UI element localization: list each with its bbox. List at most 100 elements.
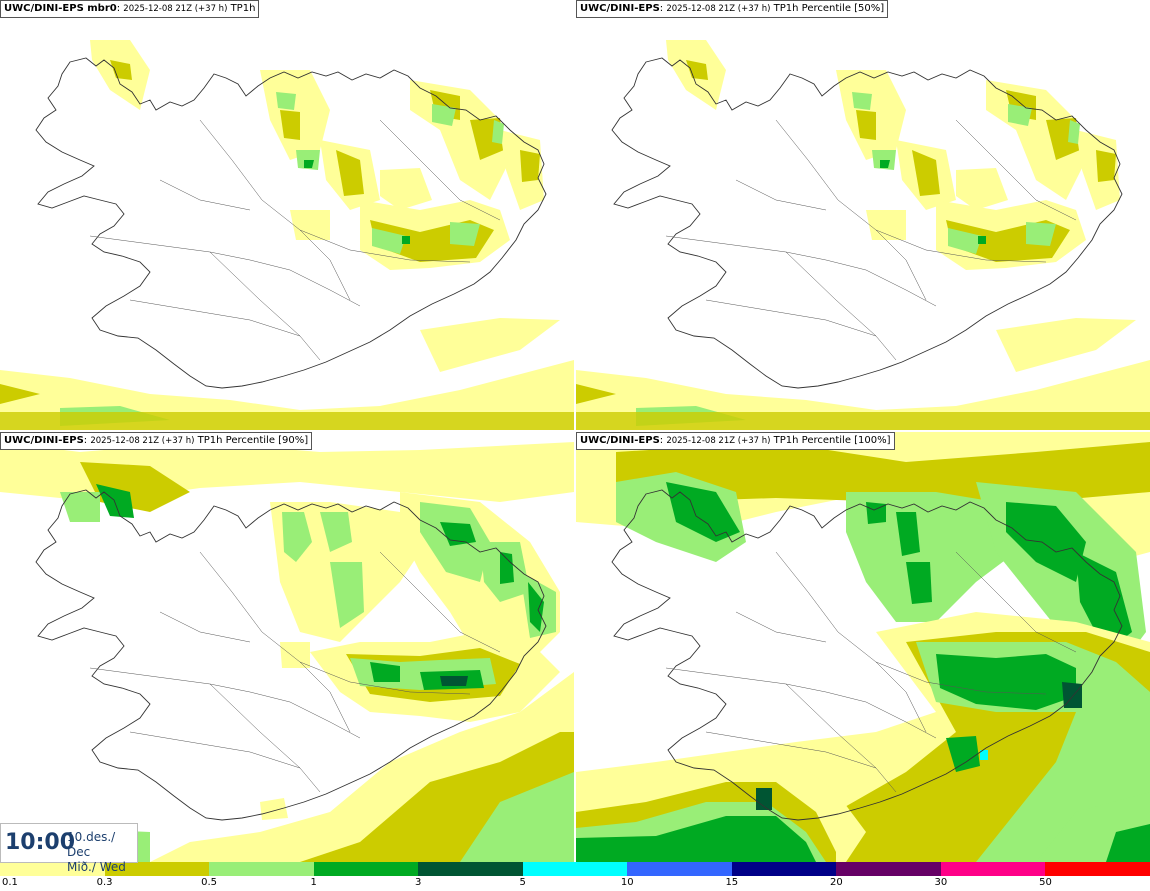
- model-name: UWC/DINI-EPS: [580, 3, 660, 14]
- precip-area: [372, 228, 406, 254]
- map-panel-p100: UWC/DINI-EPS: 2025-12-08 21Z (+37 h) TP1…: [576, 432, 1150, 862]
- precip-area: [936, 654, 1076, 710]
- coastline: [35, 489, 547, 821]
- precip-area: [996, 318, 1136, 372]
- colorbar-swatch: [209, 862, 314, 876]
- precip-area: [1062, 682, 1082, 708]
- valid-time: 10:00: [5, 830, 76, 855]
- coastline: [35, 57, 547, 389]
- precip-area: [896, 512, 920, 556]
- model-name: UWC/DINI-EPS: [4, 435, 84, 446]
- precip-area: [866, 210, 906, 240]
- precip-area: [500, 552, 514, 584]
- road-line: [209, 683, 321, 793]
- precip-area: [980, 750, 988, 760]
- run-time: 2025-12-08 21Z (+37 h): [123, 4, 228, 14]
- model-name: UWC/DINI-EPS: [580, 435, 660, 446]
- precip-colorbar: [0, 862, 1150, 876]
- road-line: [89, 667, 361, 739]
- map-panel-mbr0: UWC/DINI-EPS mbr0: 2025-12-08 21Z (+37 h…: [0, 0, 574, 430]
- precip-area: [1076, 552, 1132, 652]
- precip-area: [440, 522, 476, 546]
- field-name: TP1h: [230, 3, 256, 14]
- road-line: [159, 179, 251, 211]
- run-time: 2025-12-08 21Z (+37 h): [666, 4, 771, 14]
- member-name: mbr0: [83, 3, 117, 14]
- road-line: [379, 119, 501, 221]
- road-line: [735, 179, 827, 211]
- precip-area: [280, 642, 310, 668]
- precip-area: [852, 92, 872, 110]
- panel-title: UWC/DINI-EPS: 2025-12-08 21Z (+37 h) TP1…: [0, 432, 313, 450]
- valid-date-line2: Mið./ Wed: [67, 860, 126, 874]
- colorbar-swatch: [104, 862, 210, 876]
- precip-area: [756, 788, 772, 810]
- road-line: [875, 661, 927, 733]
- precip-area: [686, 60, 708, 80]
- coastline: [611, 489, 1123, 821]
- road-line: [159, 611, 251, 643]
- colorbar-tick-label: 0.1: [2, 877, 18, 888]
- road-line: [665, 235, 937, 307]
- colorbar-swatch: [836, 862, 941, 876]
- precip-area: [492, 120, 504, 144]
- precip-area: [948, 228, 982, 254]
- colorbar-tick-label: 10: [620, 877, 634, 888]
- precip-area: [978, 236, 986, 244]
- precip-area: [666, 482, 740, 542]
- precip-area: [330, 562, 364, 628]
- precip-area: [432, 104, 456, 126]
- colorbar-swatch: [0, 862, 105, 876]
- precip-area: [866, 502, 886, 524]
- precip-area: [956, 168, 1008, 210]
- colorbar-tick-label: 0.3: [96, 877, 113, 888]
- precip-area: [282, 512, 312, 562]
- valid-date-line1: 10.des./ Dec: [67, 830, 116, 859]
- precip-area: [96, 484, 134, 518]
- road-line: [129, 731, 301, 769]
- colorbar-swatch: [522, 862, 628, 876]
- precip-area: [880, 160, 890, 168]
- colorbar-tick-label: 3: [414, 877, 422, 888]
- road-line: [705, 299, 877, 337]
- precip-area: [856, 110, 876, 140]
- precip-area: [1026, 222, 1056, 246]
- road-line: [955, 119, 1077, 221]
- field-name: TP1h Percentile [100%]: [773, 435, 891, 446]
- precip-area: [0, 384, 40, 404]
- precip-area: [1006, 502, 1086, 582]
- colorbar-tick-label: 5: [519, 877, 526, 888]
- precip-area: [380, 168, 432, 210]
- colorbar-ticks: 0.1 0.3 0.5 1 3 5 10 15 20 30 50: [0, 877, 1150, 891]
- precip-area: [460, 772, 574, 862]
- run-time: 2025-12-08 21Z (+37 h): [90, 436, 195, 446]
- precip-area: [1096, 150, 1116, 182]
- precip-area: [320, 512, 352, 552]
- map-panel-p50: UWC/DINI-EPS: 2025-12-08 21Z (+37 h) TP1…: [576, 0, 1150, 430]
- precip-area: [576, 384, 616, 404]
- road-line: [299, 661, 351, 733]
- panel-title: UWC/DINI-EPS: 2025-12-08 21Z (+37 h) TP1…: [576, 432, 895, 450]
- precip-area: [370, 662, 400, 682]
- colorbar-swatch: [627, 862, 732, 876]
- precip-map: [576, 40, 1150, 430]
- precip-area: [280, 110, 300, 140]
- colorbar-swatch: [940, 862, 1046, 876]
- colorbar-tick-label: 20: [829, 877, 843, 888]
- colorbar-tick-label: 0.5: [201, 877, 218, 888]
- precip-area: [304, 160, 314, 168]
- map-panel-p90: UWC/DINI-EPS: 2025-12-08 21Z (+37 h) TP1…: [0, 432, 574, 862]
- road-line: [785, 683, 897, 793]
- precip-area: [260, 798, 288, 820]
- precip-area: [906, 562, 932, 604]
- colorbar-swatch: [418, 862, 523, 876]
- colorbar-tick-label: 15: [725, 877, 739, 888]
- model-name: UWC/DINI-EPS: [4, 3, 84, 14]
- precip-area: [912, 150, 940, 196]
- panel-title: UWC/DINI-EPS mbr0: 2025-12-08 21Z (+37 h…: [0, 0, 260, 18]
- road-line: [129, 299, 301, 337]
- precip-area: [528, 582, 544, 632]
- road-line: [89, 235, 361, 307]
- precip-area: [0, 412, 574, 430]
- precip-area: [440, 676, 468, 686]
